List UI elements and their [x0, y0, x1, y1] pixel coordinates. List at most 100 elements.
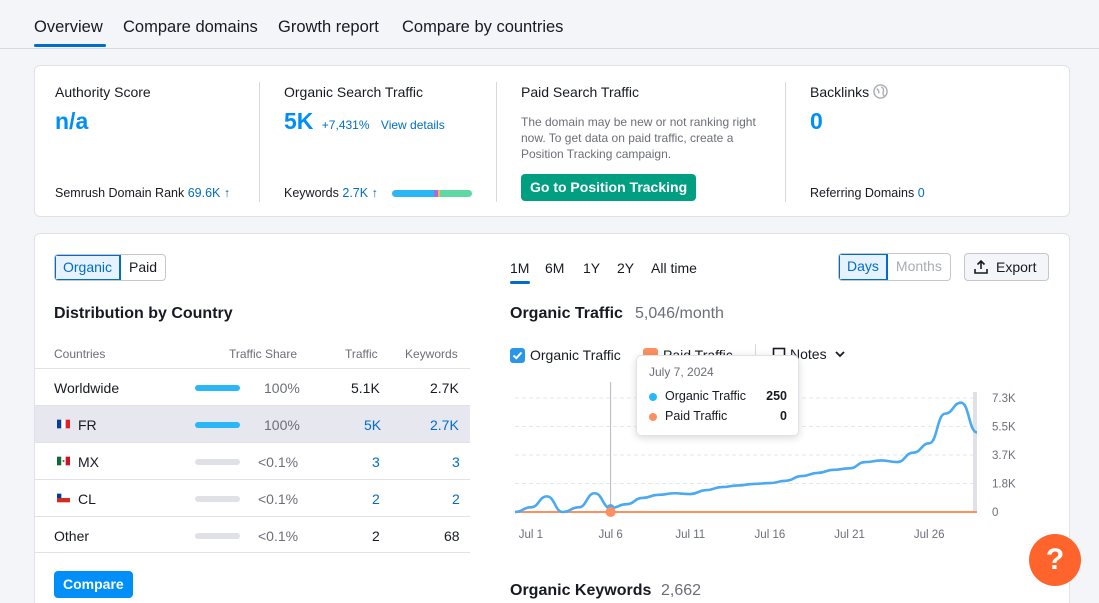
- summary-card: Authority Score n/a Semrush Domain Rank …: [34, 65, 1070, 217]
- referring-domains: Referring Domains 0: [810, 186, 925, 200]
- divider: [785, 82, 786, 202]
- organic-traffic-line: [514, 401, 978, 514]
- tab-growth-report[interactable]: Growth report: [278, 18, 379, 36]
- toggle-days[interactable]: Days: [839, 254, 888, 280]
- backlinks-title: Backlinks: [810, 84, 888, 100]
- traffic-value: 5.1K: [351, 380, 380, 396]
- tab-overview[interactable]: Overview: [34, 18, 103, 36]
- keywords-value[interactable]: 3: [452, 454, 460, 470]
- organic-traffic-value[interactable]: 5K: [284, 108, 314, 134]
- toggle-months[interactable]: Months: [895, 258, 942, 274]
- table-row[interactable]: CL <0.1% 2 2: [35, 479, 470, 516]
- tab-compare-domains[interactable]: Compare domains: [123, 18, 258, 36]
- legend-dot-icon: [649, 413, 657, 421]
- col-keywords[interactable]: Keywords: [405, 347, 458, 361]
- traffic-share-bar: [195, 533, 240, 539]
- organic-paid-toggle: Organic Paid: [54, 254, 167, 281]
- organic-traffic-chart-value: 5,046/month: [635, 305, 724, 322]
- keywords-summary: Keywords 2.7K ↑: [284, 186, 378, 200]
- organic-traffic-chart-title: Organic Traffic: [510, 305, 623, 322]
- toggle-organic[interactable]: Organic: [55, 255, 122, 280]
- checkbox-checked-icon: [510, 348, 525, 363]
- traffic-value[interactable]: 2: [372, 491, 380, 507]
- flag-fr-icon: [57, 419, 70, 429]
- tab-compare-by-countries[interactable]: Compare by countries: [402, 18, 564, 36]
- keywords-value: 2.7K: [430, 380, 459, 396]
- divider: [496, 82, 497, 202]
- col-traffic[interactable]: Traffic: [345, 347, 378, 361]
- authority-score-value: n/a: [55, 108, 89, 134]
- traffic-value[interactable]: 5K: [364, 417, 382, 433]
- legend-dot-icon: [649, 393, 657, 401]
- distribution-title: Distribution by Country: [54, 305, 233, 322]
- y-tick-label: 5.5K: [992, 422, 1016, 434]
- domain-rank-label: Semrush Domain Rank: [55, 186, 185, 200]
- x-tick-label: Jul 11: [675, 529, 705, 541]
- help-button[interactable]: ?: [1029, 534, 1081, 586]
- legend-organic-label: Organic Traffic: [530, 347, 621, 363]
- globe-icon: [873, 84, 888, 99]
- tooltip-organic-label: Organic Traffic: [665, 389, 747, 403]
- backlinks-value[interactable]: 0: [810, 108, 823, 134]
- paid-traffic-title: Paid Search Traffic: [521, 84, 640, 100]
- traffic-share-bar: [195, 459, 240, 465]
- export-button[interactable]: Export: [964, 253, 1049, 281]
- kw-bar-segment: [392, 190, 435, 197]
- top-tabs: Overview Compare domains Growth report C…: [0, 0, 1099, 49]
- country-name: Worldwide: [54, 380, 120, 396]
- go-to-position-tracking-button[interactable]: Go to Position Tracking: [521, 174, 697, 201]
- organic-traffic-chart[interactable]: 0 1.8K 3.7K 5.5K 7.3K Jul 1 Jul 6 Jul 11 Jul 16 J…: [509, 382, 1029, 547]
- chevron-down-icon: [835, 351, 846, 358]
- y-tick-label: 0: [992, 507, 998, 519]
- traffic-share-value: <0.1%: [258, 491, 299, 507]
- table-row[interactable]: Other <0.1% 2 68: [35, 516, 470, 553]
- keywords-value[interactable]: 2.7K: [342, 186, 369, 200]
- keywords-value[interactable]: 2: [452, 491, 460, 507]
- toggle-paid[interactable]: Paid: [129, 259, 158, 275]
- export-label: Export: [996, 259, 1037, 275]
- table-row[interactable]: MX <0.1% 3 3: [35, 442, 470, 479]
- kw-bar-segment: [434, 190, 438, 197]
- domain-rank-value[interactable]: 69.6K: [187, 186, 221, 200]
- col-traffic-share[interactable]: Traffic Share: [229, 347, 298, 361]
- hover-marker: [605, 507, 616, 517]
- range-1y[interactable]: 1Y: [583, 260, 601, 276]
- x-tick-label: Jul 6: [598, 529, 622, 541]
- table-row[interactable]: FR 100% 5K 2.7K: [35, 405, 470, 442]
- referring-domains-value[interactable]: 0: [917, 186, 925, 200]
- keywords-value: 68: [444, 528, 460, 544]
- traffic-value[interactable]: 3: [372, 454, 380, 470]
- col-countries: Countries: [54, 347, 106, 361]
- country-name: Other: [54, 528, 90, 544]
- kw-bar-segment: [437, 190, 440, 197]
- flag-cl-icon: [57, 493, 70, 503]
- table-row[interactable]: Worldwide 100% 5.1K 2.7K: [35, 368, 470, 405]
- keywords-label: Keywords: [284, 186, 339, 200]
- range-2y[interactable]: 2Y: [617, 260, 635, 276]
- range-6m[interactable]: 6M: [545, 260, 565, 276]
- view-details-link[interactable]: View details: [380, 118, 445, 132]
- organic-traffic-summary: 5K +7,431% View details: [284, 108, 445, 135]
- traffic-share-value: <0.1%: [258, 528, 299, 544]
- x-tick-label: Jul 21: [834, 529, 865, 541]
- organic-keywords-value: 2,662: [661, 582, 702, 599]
- organic-keywords-title: Organic Keywords: [510, 582, 652, 599]
- traffic-value: 2: [372, 528, 380, 544]
- organic-traffic-title: Organic Search Traffic: [284, 84, 424, 100]
- traffic-share-bar: [195, 422, 240, 428]
- chart-tooltip: July 7, 2024 Organic Traffic 250 Paid Tr…: [636, 355, 799, 436]
- domain-rank: Semrush Domain Rank 69.6K ↑: [55, 186, 230, 200]
- organic-traffic-change: +7,431%: [321, 118, 370, 132]
- active-range-indicator: [510, 281, 530, 284]
- range-1m[interactable]: 1M: [510, 260, 530, 276]
- y-tick-label: 1.8K: [992, 479, 1016, 491]
- legend-organic[interactable]: Organic Traffic: [510, 347, 621, 363]
- tooltip-paid-value: 0: [780, 409, 787, 423]
- keywords-value[interactable]: 2.7K: [430, 417, 459, 433]
- compare-button[interactable]: Compare: [54, 571, 133, 598]
- range-all-time[interactable]: All time: [651, 260, 697, 276]
- active-tab-indicator: [34, 44, 106, 47]
- country-name: FR: [78, 417, 97, 433]
- authority-score-title: Authority Score: [55, 84, 151, 100]
- traffic-share-bar: [195, 496, 240, 502]
